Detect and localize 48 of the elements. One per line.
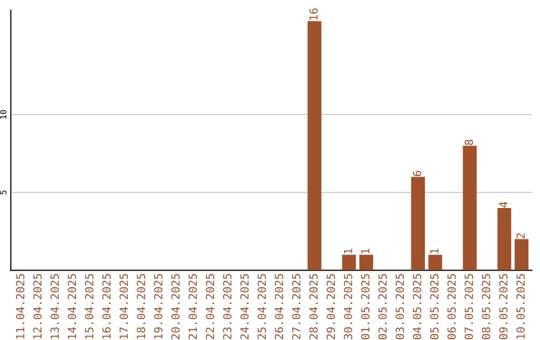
- bar: [359, 254, 374, 270]
- x-tick-label: 26.04.2025: [274, 274, 284, 340]
- x-tick-label: 21.04.2025: [188, 274, 197, 340]
- x-tick-label: 06.05.2025: [447, 274, 456, 340]
- x-tick-label: 24.04.2025: [240, 274, 249, 340]
- x-tick-label: 13.04.2025: [50, 274, 59, 339]
- bar: [428, 254, 442, 270]
- x-tick-label: 30.04.2025: [344, 274, 352, 340]
- data-label: 16: [309, 8, 318, 20]
- data-label: 1: [344, 248, 352, 254]
- x-tick-label: 05.05.2025: [430, 274, 439, 340]
- x-tick-label: 20.04.2025: [171, 274, 180, 340]
- x-tick-label: 02.05.2025: [378, 274, 387, 340]
- x-tick-label: 15.04.2025: [85, 274, 94, 339]
- x-tick-label: 22.04.2025: [206, 274, 214, 340]
- data-label: 8: [464, 140, 474, 145]
- x-tick-label: 25.04.2025: [258, 274, 266, 340]
- x-tick-label: 27.04.2025: [292, 274, 300, 340]
- data-label: 4: [499, 202, 508, 208]
- bar: [462, 146, 477, 270]
- data-label: 6: [412, 170, 422, 176]
- x-tick-label: 04.05.2025: [412, 274, 422, 340]
- data-label: 1: [430, 248, 438, 254]
- y-tick-label: 10: [0, 110, 6, 119]
- x-tick-label: 01.05.2025: [361, 274, 370, 340]
- x-tick-label: 19.04.2025: [154, 274, 162, 339]
- x-tick-label: 12.04.2025: [33, 274, 42, 339]
- bar: [342, 254, 356, 270]
- x-tick-label: 08.05.2025: [482, 274, 490, 340]
- bar: [411, 176, 425, 270]
- x-tick-label: 17.04.2025: [120, 274, 128, 339]
- x-tick-label: 28.04.2025: [309, 274, 318, 340]
- bar: [514, 239, 528, 270]
- data-label: 1: [361, 248, 370, 254]
- x-tick-label: 16.04.2025: [102, 274, 111, 339]
- bar: [497, 208, 512, 270]
- x-tick-label: 14.04.2025: [68, 274, 76, 339]
- x-tick-label: 10.05.2025: [516, 274, 525, 339]
- x-tick-label: 09.05.2025: [499, 274, 508, 340]
- x-tick-label: 03.05.2025: [396, 274, 404, 340]
- x-tick-label: 23.04.2025: [223, 274, 232, 340]
- x-tick-label: 11.04.2025: [16, 274, 24, 339]
- bar: [308, 21, 322, 270]
- x-tick-label: 07.05.2025: [464, 274, 474, 340]
- x-tick-label: 18.04.2025: [136, 274, 146, 339]
- x-tick-label: 29.04.2025: [326, 274, 335, 340]
- y-tick-label: 5: [0, 190, 6, 194]
- data-label: 2: [516, 233, 525, 238]
